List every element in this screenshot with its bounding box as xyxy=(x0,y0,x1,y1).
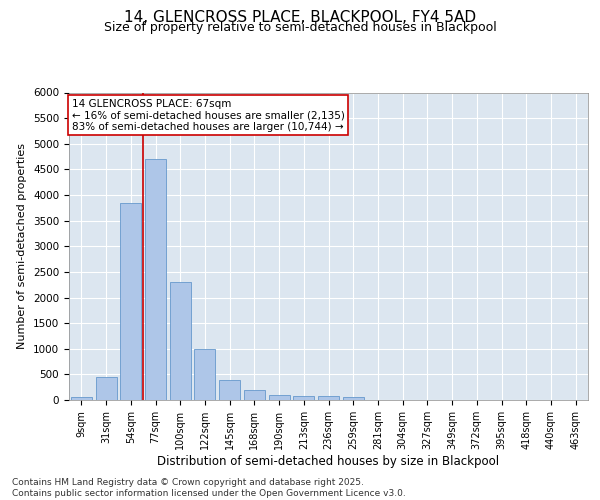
Text: Contains HM Land Registry data © Crown copyright and database right 2025.
Contai: Contains HM Land Registry data © Crown c… xyxy=(12,478,406,498)
Bar xyxy=(145,159,166,400)
Bar xyxy=(269,395,290,400)
X-axis label: Distribution of semi-detached houses by size in Blackpool: Distribution of semi-detached houses by … xyxy=(157,454,500,468)
Bar xyxy=(343,398,364,400)
Bar xyxy=(71,398,92,400)
Text: 14 GLENCROSS PLACE: 67sqm
← 16% of semi-detached houses are smaller (2,135)
83% : 14 GLENCROSS PLACE: 67sqm ← 16% of semi-… xyxy=(71,98,344,132)
Text: 14, GLENCROSS PLACE, BLACKPOOL, FY4 5AD: 14, GLENCROSS PLACE, BLACKPOOL, FY4 5AD xyxy=(124,10,476,25)
Bar xyxy=(219,380,240,400)
Text: Size of property relative to semi-detached houses in Blackpool: Size of property relative to semi-detach… xyxy=(104,21,496,34)
Bar xyxy=(194,349,215,400)
Bar xyxy=(293,396,314,400)
Bar xyxy=(318,396,339,400)
Bar xyxy=(120,202,141,400)
Y-axis label: Number of semi-detached properties: Number of semi-detached properties xyxy=(17,143,28,349)
Bar xyxy=(244,390,265,400)
Bar xyxy=(95,377,116,400)
Bar xyxy=(170,282,191,400)
